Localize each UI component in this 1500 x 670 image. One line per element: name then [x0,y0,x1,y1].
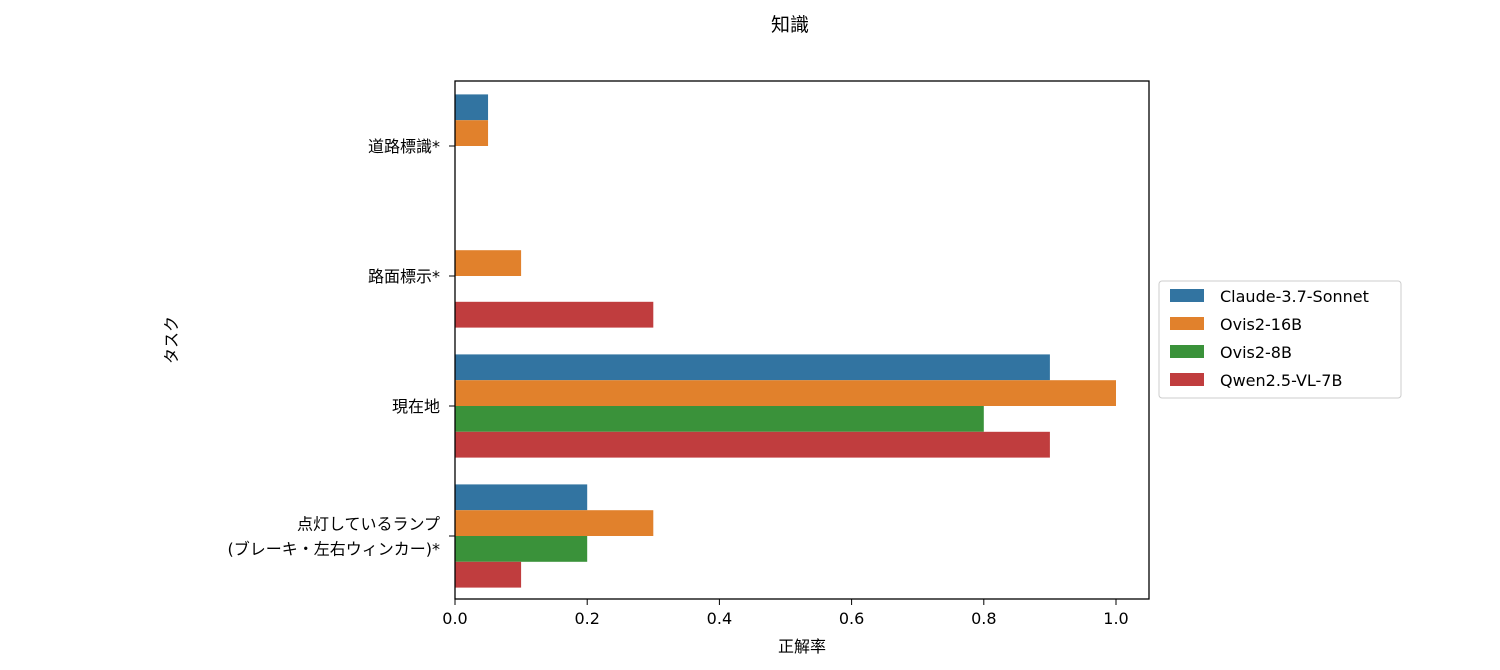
legend-label: Qwen2.5-VL-7B [1220,371,1342,390]
x-tick-label: 0.8 [971,609,996,628]
bar [455,380,1116,406]
legend-label: Ovis2-8B [1220,343,1292,362]
bar [455,484,588,511]
x-axis-ticks: 0.0 0.2 0.4 0.6 0.8 1.0 [442,599,1129,628]
y-tick-label: 現在地 [392,397,440,416]
bar [455,120,489,146]
y-tick-label: 路面標示* [368,267,440,286]
legend-swatch [1170,373,1204,386]
bar [455,301,654,328]
x-tick-label: 1.0 [1103,609,1128,628]
legend-swatch [1170,345,1204,358]
plot-frame [454,80,1150,600]
bar [455,561,522,588]
x-tick-label: 0.2 [574,609,599,628]
bars [455,94,1116,588]
bar [455,94,489,121]
x-tick-label: 0.6 [839,609,864,628]
legend-swatch [1170,289,1204,302]
legend-label: Ovis2-16B [1220,315,1302,334]
legend-label: Claude-3.7-Sonnet [1220,287,1369,306]
legend-swatch [1170,317,1204,330]
bar [455,510,654,536]
y-axis-label: タスク [162,316,181,364]
bar [455,354,1050,381]
x-tick-label: 0.4 [707,609,732,628]
x-axis-label: 正解率 [778,637,826,656]
legend: Claude-3.7-Sonnet Ovis2-16B Ovis2-8B Qwen2.… [1158,280,1402,399]
legend-frame [1158,280,1402,399]
bar [455,536,588,562]
y-tick-label: 点灯しているランプ [297,515,440,534]
bar [455,250,522,276]
bar [455,406,984,432]
x-tick-label: 0.0 [442,609,467,628]
y-tick-label: 道路標識* [368,137,440,156]
bar [455,431,1050,458]
chart-title: 知識 [771,14,809,36]
y-tick-label: (ブレーキ・左右ウィンカー)* [228,540,441,559]
